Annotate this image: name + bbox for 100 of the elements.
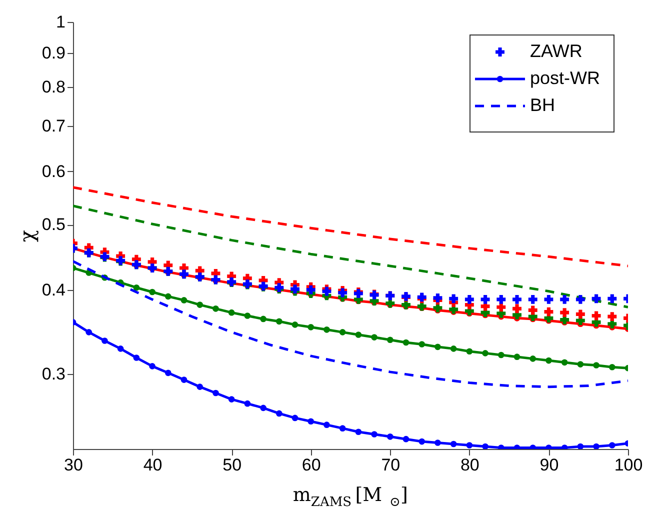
- y-tick-label: 0.4: [42, 280, 66, 300]
- point: [608, 312, 617, 322]
- point: [560, 294, 570, 304]
- point: [512, 294, 522, 304]
- point: [86, 329, 92, 336]
- y-tick-label: 0.8: [42, 78, 66, 97]
- point: [324, 422, 330, 428]
- point: [355, 428, 362, 436]
- point: [212, 390, 219, 396]
- point: [480, 294, 490, 304]
- point: [576, 310, 585, 319]
- point: [496, 294, 506, 304]
- point: [561, 359, 568, 366]
- y-tick-label: 0.3: [42, 364, 66, 384]
- x-tick-label: 60: [302, 456, 321, 474]
- point: [149, 288, 156, 296]
- point: [102, 338, 108, 344]
- y-tick-label: 0.9: [42, 43, 66, 62]
- line-series: [73, 264, 628, 372]
- point: [308, 418, 314, 425]
- point: [228, 309, 235, 316]
- line-series: [73, 204, 628, 308]
- point: [418, 341, 426, 348]
- y-tick-label: 1: [56, 12, 66, 32]
- line-series: [73, 260, 628, 388]
- x-tick-label: 40: [143, 456, 162, 474]
- point: [577, 443, 584, 449]
- point: [196, 302, 204, 308]
- point: [530, 356, 536, 362]
- point: [592, 311, 601, 320]
- x-tick-label: 80: [460, 456, 480, 474]
- point: [260, 404, 266, 412]
- y-tick-label: 0.5: [42, 215, 66, 234]
- legend-label: post-WR: [530, 68, 600, 88]
- point: [577, 361, 584, 368]
- point: [498, 352, 504, 358]
- point: [260, 316, 266, 322]
- point: [466, 348, 473, 355]
- point: [228, 396, 235, 402]
- point: [149, 363, 156, 370]
- point: [464, 294, 474, 304]
- x-tick-label: 50: [222, 456, 242, 474]
- point: [180, 297, 188, 304]
- x-tick-label: 100: [614, 456, 643, 474]
- point: [276, 410, 282, 417]
- y-tick-label: 0.6: [42, 162, 66, 181]
- point: [450, 346, 457, 352]
- point: [593, 362, 600, 368]
- point: [339, 425, 346, 432]
- point: [371, 431, 378, 438]
- point: [402, 300, 410, 310]
- point: [434, 344, 441, 350]
- point: [482, 350, 488, 356]
- point: [482, 443, 488, 449]
- point: [306, 285, 316, 294]
- point: [528, 294, 538, 304]
- point: [449, 294, 458, 304]
- point: [450, 440, 457, 448]
- point: [292, 414, 298, 422]
- point: [324, 326, 330, 333]
- point: [180, 376, 188, 383]
- point: [308, 324, 314, 330]
- point: [164, 370, 172, 376]
- point: [339, 329, 346, 336]
- point: [608, 364, 616, 370]
- point: [560, 308, 570, 318]
- x-tick-label: 90: [540, 456, 559, 474]
- point: [133, 354, 140, 361]
- point: [514, 354, 520, 360]
- legend-label: ZAWR: [530, 41, 582, 61]
- y-tick-label: 0.7: [42, 116, 66, 136]
- point: [544, 307, 554, 316]
- line-series: [73, 186, 628, 268]
- x-tick-label: 30: [64, 456, 83, 474]
- y-axis-title: χ: [14, 230, 39, 242]
- point: [433, 303, 442, 312]
- point: [608, 294, 617, 304]
- point: [544, 294, 554, 304]
- point: [386, 336, 394, 344]
- point: [576, 294, 585, 304]
- point: [546, 357, 552, 364]
- point: [276, 318, 282, 325]
- point: [402, 339, 410, 346]
- point: [386, 434, 394, 440]
- point: [212, 306, 219, 312]
- point: [402, 436, 410, 442]
- point: [434, 440, 441, 446]
- point: [292, 322, 298, 328]
- point: [528, 306, 538, 315]
- point: [338, 288, 348, 298]
- point: [244, 400, 251, 407]
- point: [512, 304, 522, 314]
- point: [371, 334, 378, 340]
- point: [466, 442, 473, 448]
- point: [386, 298, 395, 308]
- point: [117, 346, 124, 352]
- point: [244, 312, 251, 319]
- x-tick-label: 70: [381, 456, 400, 474]
- point: [433, 293, 442, 302]
- point: [133, 284, 140, 291]
